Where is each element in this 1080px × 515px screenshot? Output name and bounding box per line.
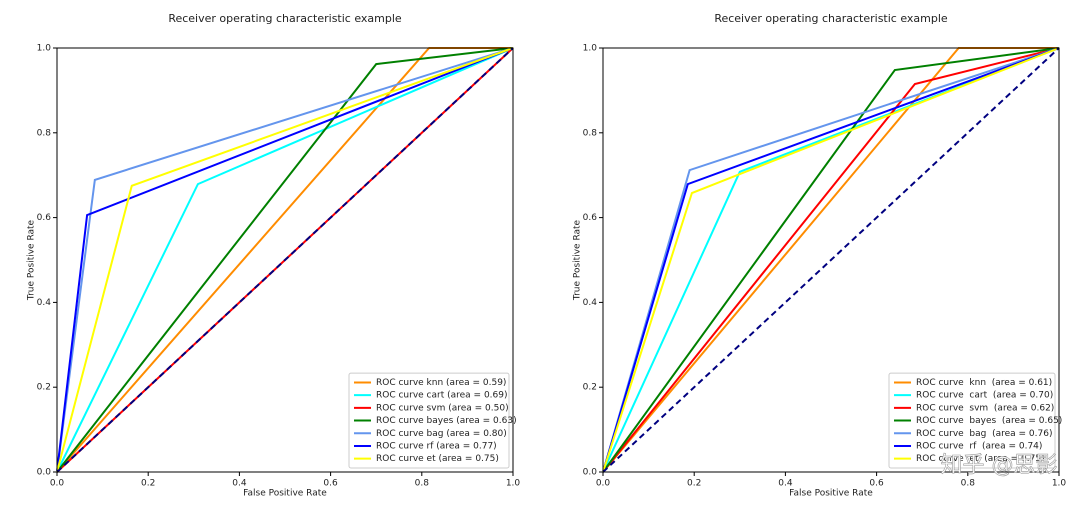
x-tick-label: 0.6 [869,479,884,489]
y-axis-label: True Positive Rate [573,219,583,301]
legend-label: ROC curve et (area = 0.75) [916,454,1045,464]
plot-frame [602,47,1060,473]
legend-label: ROC curve svm (area = 0.62) [916,403,1054,413]
legend-label: ROC curve bayes (area = 0.63) [376,416,517,426]
x-tick-label: 0.6 [323,479,338,489]
y-tick-label: 0.4 [37,298,52,308]
x-tick-label: 0.2 [687,479,701,489]
y-tick-label: 0.0 [37,468,52,478]
chart-title: Receiver operating characteristic exampl… [714,12,948,25]
reference-line [56,47,514,473]
legend-label: ROC curve rf (area = 0.77) [376,441,497,451]
x-tick-label: 1.0 [506,479,521,489]
y-tick-label: 0.2 [37,383,51,393]
x-tick-label: 0.8 [415,479,430,489]
roc-line [56,47,514,473]
x-axis-label: False Positive Rate [789,489,873,499]
x-axis-label: False Positive Rate [243,489,327,499]
x-tick-label: 0.0 [596,479,611,489]
x-tick-label: 0.4 [778,479,793,489]
watermark: 知乎 @思影 [941,453,1058,478]
x-tick-label: 0.4 [232,479,247,489]
roc-line [602,47,1060,473]
reference-line [602,47,1060,473]
y-tick-label: 1.0 [583,44,598,54]
y-tick-label: 0.4 [583,298,598,308]
legend-label: ROC curve bag (area = 0.80) [376,429,507,439]
x-tick-label: 0.0 [50,479,65,489]
legend-label: ROC curve knn (area = 0.59) [376,378,506,388]
legend-label: ROC curve cart (area = 0.69) [376,391,508,401]
chart-title: Receiver operating characteristic exampl… [168,12,402,25]
plot-frame [56,47,514,473]
roc-line [56,47,514,473]
legend-box [348,372,510,469]
roc-line [56,47,514,473]
x-tick-label: 0.8 [961,479,976,489]
y-tick-label: 0.6 [37,213,52,223]
y-tick-label: 0.8 [37,128,52,138]
roc-line [602,47,1060,473]
x-tick-label: 0.2 [141,479,155,489]
legend-label: ROC curve et (area = 0.75) [376,454,499,464]
roc-line [56,47,514,473]
y-tick-label: 0.2 [583,383,597,393]
y-tick-label: 0.0 [583,468,598,478]
x-tick-label: 1.0 [1052,479,1067,489]
y-axis-label: True Positive Rate [27,219,37,301]
legend-label: ROC curve cart (area = 0.70) [916,391,1053,401]
legend-label: ROC curve knn (area = 0.61) [916,378,1052,388]
y-tick-label: 0.6 [583,213,598,223]
roc-line [602,47,1060,473]
roc-line [56,47,514,473]
y-tick-label: 0.8 [583,128,598,138]
legend-label: ROC curve bayes (area = 0.65) [916,416,1062,426]
legend-label: ROC curve bag (area = 0.76) [916,429,1052,439]
legend-label: ROC curve svm (area = 0.50) [376,403,509,413]
legend-label: ROC curve rf (area = 0.74) [916,441,1042,451]
roc-line [602,47,1060,473]
y-tick-label: 1.0 [37,44,52,54]
legend-box [888,372,1056,469]
